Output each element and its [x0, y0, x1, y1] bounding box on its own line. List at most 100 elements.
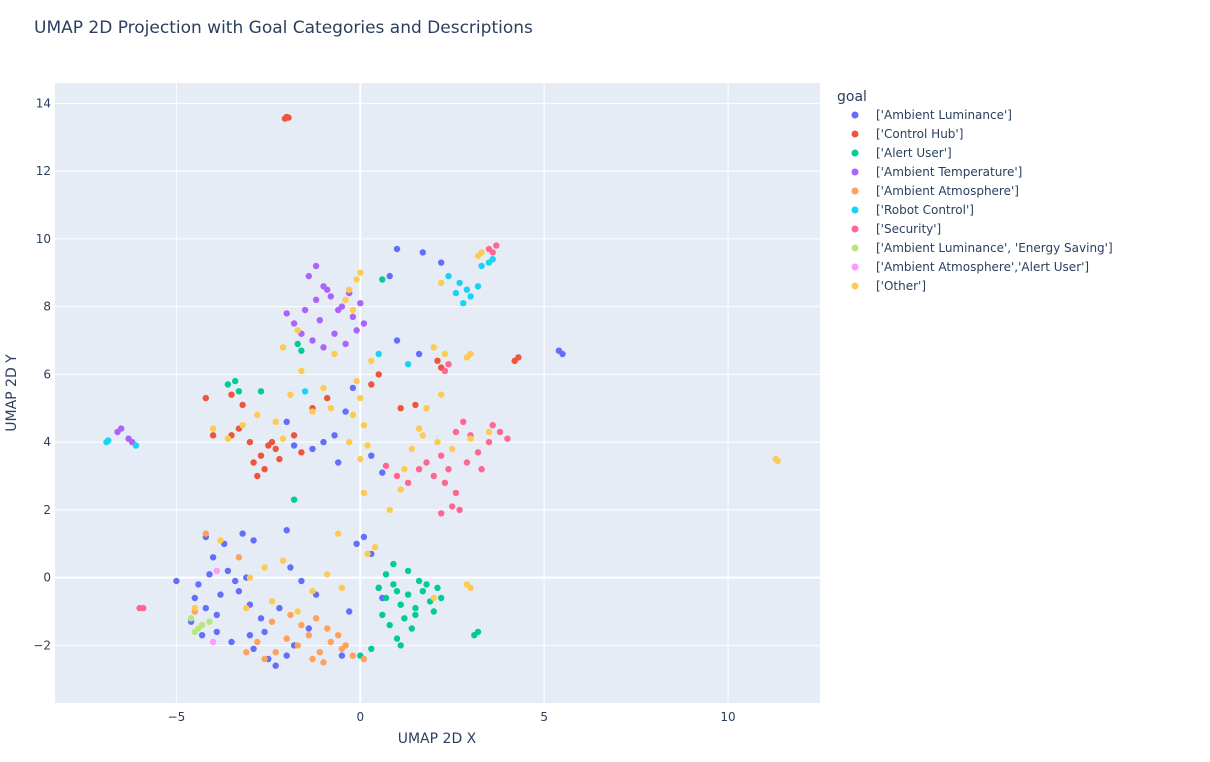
data-point [456, 506, 463, 514]
data-point [287, 611, 294, 619]
data-point [309, 337, 316, 344]
data-point [224, 381, 232, 388]
data-point [243, 649, 250, 656]
data-point [379, 276, 386, 283]
data-point [504, 435, 511, 442]
data-point [342, 642, 349, 649]
data-point [412, 401, 419, 409]
data-point [434, 357, 441, 364]
data-point [268, 438, 276, 446]
data-point [474, 449, 482, 456]
legend-item: ['Control Hub'] [851, 127, 963, 141]
data-point [353, 327, 360, 334]
x-axis-title: UMAP 2D X [398, 731, 477, 747]
data-point [404, 591, 412, 598]
data-point [257, 388, 265, 395]
data-point [430, 344, 437, 351]
data-point [393, 337, 401, 344]
data-point [404, 361, 412, 368]
data-point [283, 310, 290, 317]
legend-label: ['Ambient Luminance'] [876, 108, 1012, 122]
data-point [279, 557, 287, 564]
data-point [290, 442, 298, 449]
legend-item: ['Ambient Atmosphere'] [851, 184, 1019, 198]
data-point [320, 344, 327, 351]
data-point [478, 262, 485, 270]
data-point [294, 608, 301, 615]
data-point [449, 503, 456, 510]
data-point [257, 452, 265, 459]
data-point [353, 377, 360, 385]
data-point [493, 242, 500, 249]
data-point [368, 452, 375, 459]
data-point [419, 249, 426, 256]
data-point [474, 283, 482, 290]
legend-label: ['Robot Control'] [876, 203, 974, 217]
data-point [298, 621, 305, 629]
data-point [261, 628, 268, 636]
data-point [279, 344, 287, 351]
data-point [279, 435, 287, 442]
data-point [191, 594, 198, 602]
data-point [327, 405, 334, 412]
y-tick-label: 10 [36, 232, 51, 246]
data-point [290, 432, 298, 439]
legend-label: ['Ambient Atmosphere','Alert User'] [876, 260, 1089, 274]
legend-item: ['Other'] [851, 279, 926, 293]
data-point [272, 445, 279, 453]
data-point [327, 638, 334, 646]
data-point [342, 340, 349, 348]
data-point [272, 649, 279, 656]
data-point [485, 428, 493, 436]
series-group [191, 249, 781, 615]
data-point [290, 320, 298, 327]
series-group [114, 262, 368, 446]
data-point [452, 489, 460, 497]
data-point [774, 457, 781, 464]
series-group [136, 242, 511, 612]
data-point [489, 422, 496, 429]
data-point [375, 371, 382, 378]
data-point [412, 611, 419, 619]
data-point [349, 652, 357, 659]
data-point [357, 455, 364, 463]
data-point [305, 272, 312, 280]
data-point [346, 286, 353, 293]
data-point [478, 466, 485, 473]
data-point [445, 361, 452, 368]
data-point [346, 608, 353, 615]
legend-marker [851, 206, 859, 214]
data-point [415, 350, 423, 358]
data-point [408, 625, 415, 632]
data-point [393, 588, 401, 595]
data-point [397, 405, 404, 412]
series-group [224, 276, 482, 659]
data-point [294, 340, 301, 348]
data-point [320, 384, 327, 392]
legend-label: ['Other'] [876, 279, 926, 293]
data-point [287, 391, 294, 398]
data-point [202, 604, 209, 612]
data-point [397, 601, 404, 608]
data-point [239, 530, 246, 537]
data-point [187, 615, 195, 622]
data-point [379, 611, 386, 619]
legend-label: ['Ambient Luminance', 'Energy Saving'] [876, 241, 1113, 255]
plot-background [55, 83, 820, 703]
data-point [460, 300, 467, 307]
data-point [397, 486, 404, 493]
data-point [198, 632, 206, 639]
legend-label: ['Alert User'] [876, 146, 952, 160]
data-point [301, 306, 309, 314]
data-point [254, 638, 261, 646]
data-point [283, 418, 290, 425]
data-point [272, 662, 279, 669]
data-point [390, 581, 397, 588]
y-tick-label: 2 [43, 503, 51, 517]
legend-item: ['Alert User'] [851, 146, 952, 160]
data-point [349, 384, 357, 392]
legend-label: ['Ambient Temperature'] [876, 165, 1022, 179]
data-point [357, 269, 364, 276]
series-group [173, 245, 566, 669]
series-group [187, 615, 213, 636]
